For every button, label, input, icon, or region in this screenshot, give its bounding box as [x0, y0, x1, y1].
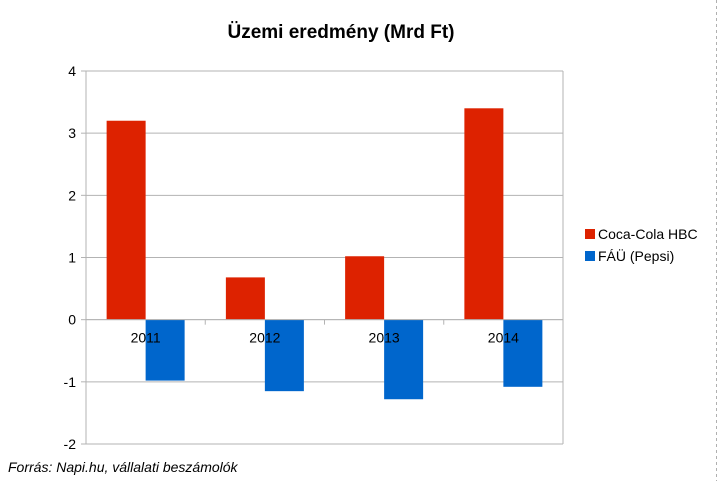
source-note: Forrás: Napi.hu, vállalati beszámolók	[8, 459, 238, 475]
bar-fau-pepsi-2014	[503, 319, 543, 387]
legend-label: Coca-Cola HBC	[598, 226, 698, 242]
bar-fau-pepsi-2013	[384, 319, 424, 400]
legend-swatch	[585, 251, 595, 261]
bar-coca-cola-hbc-2011	[106, 120, 146, 320]
x-category-label: 2014	[488, 330, 519, 346]
legend-label: FÁÜ (Pepsi)	[598, 247, 674, 264]
y-tick-label: 1	[68, 250, 76, 266]
x-category-label: 2013	[369, 330, 400, 346]
legend-swatch	[585, 229, 595, 239]
plot-area: -2 -1 0 1 2 3 4 2011 2012 2013 2014	[64, 63, 564, 452]
chart-title: Üzemi eredmény (Mrd Ft)	[228, 22, 455, 43]
y-tick-label: 2	[68, 187, 76, 203]
right-dashed-divider	[716, 0, 717, 481]
y-tick-label: -2	[64, 436, 77, 452]
y-tick-label: 3	[68, 125, 76, 141]
bar-fau-pepsi-2012	[264, 319, 304, 392]
y-tick-label: 0	[68, 312, 76, 328]
y-tick-label: 4	[68, 63, 76, 79]
bar-coca-cola-hbc-2013	[345, 256, 385, 320]
y-tick-label: -1	[64, 374, 77, 390]
x-category-label: 2011	[131, 330, 161, 346]
bar-fau-pepsi-2011	[145, 319, 185, 381]
bar-coca-cola-hbc-2012	[225, 277, 265, 320]
x-category-label: 2012	[249, 330, 280, 346]
bar-coca-cola-hbc-2014	[464, 108, 504, 320]
legend: Coca-Cola HBC FÁÜ (Pepsi)	[585, 226, 698, 264]
